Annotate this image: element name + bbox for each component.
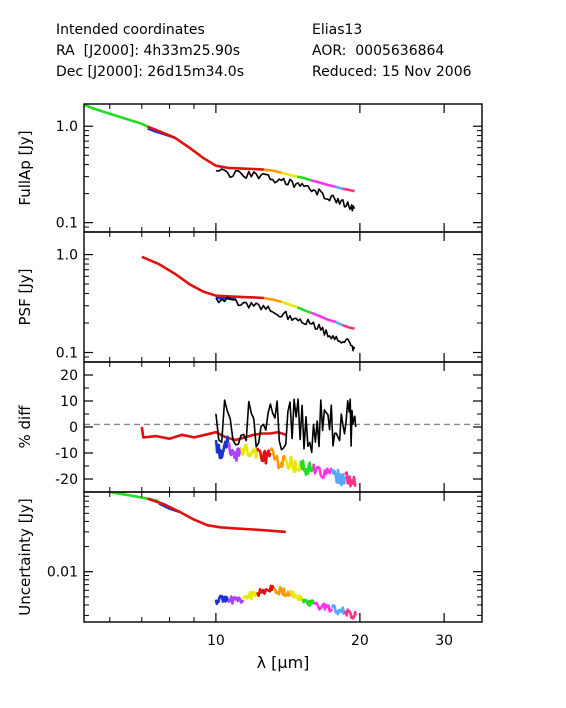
series-black-12: [215, 398, 357, 454]
series-pink-8: [342, 323, 355, 330]
series-magenta-6: [310, 311, 337, 324]
series-orange-4: [263, 168, 282, 174]
series-yellow-4: [280, 300, 298, 309]
y-axis-label: % diff: [16, 405, 34, 449]
y-tick-label: -10: [55, 446, 78, 462]
x-tick-label: 20: [351, 633, 369, 649]
series-green-1: [84, 104, 149, 128]
x-tick-label: 10: [207, 633, 225, 649]
series-yellow-5: [280, 171, 298, 178]
y-tick-label: 0.1: [56, 216, 78, 232]
y-tick-label: 1.0: [56, 119, 78, 135]
series-green-8: [299, 459, 315, 477]
header-block: Intended coordinates RA [J2000]: 4h33m25…: [0, 0, 566, 90]
header-left-line2: RA [J2000]: 4h33m25.90s: [56, 43, 241, 59]
y-tick-label: 0: [69, 420, 78, 436]
header-right-line1: Elias13: [312, 22, 363, 38]
y-axis-label: FullAp [Jy]: [16, 130, 34, 205]
panel-frame: [83, 103, 483, 233]
series-pink-13: [343, 608, 357, 620]
panel-1: 1.0 0.1 FullAp [Jy]: [16, 103, 483, 233]
series-green-5: [296, 306, 312, 314]
y-tick-label: 10: [60, 394, 78, 410]
y-tick-label: -20: [55, 472, 78, 488]
series-cyan-8: [335, 185, 343, 190]
series-orange-6: [269, 447, 287, 470]
series-magenta-9: [312, 463, 334, 479]
y-tick-label: 20: [60, 368, 78, 384]
series-yellow-6: [241, 590, 258, 601]
y-axis-label: PSF [Jy]: [16, 269, 34, 326]
panel-frame: [83, 231, 483, 363]
panel-3: 20 10 0 -10 -20 % diff: [16, 361, 483, 493]
x-tick-label: 30: [435, 633, 453, 649]
series-cyan-7: [335, 320, 344, 327]
panel-2: 1.0 0.1 PSF [Jy]: [16, 231, 483, 363]
series-red-1: [141, 255, 264, 300]
series-pink-9: [342, 187, 355, 193]
y-tick-label: 0.1: [56, 346, 78, 362]
series-orange-8: [272, 585, 292, 598]
series-cyan-12: [330, 603, 346, 616]
panel-frame: [83, 491, 483, 623]
header-left-line1: Intended coordinates: [56, 22, 205, 38]
series-red-1: [140, 426, 287, 442]
panel-frame: [83, 361, 483, 493]
y-tick-label: 1.0: [56, 248, 78, 264]
series-cyan-10: [330, 468, 347, 487]
series-pink-11: [343, 471, 357, 488]
series-blue-2: [214, 435, 230, 460]
series-green-6: [297, 175, 312, 182]
header-right-line3: Reduced: 15 Nov 2006: [312, 64, 472, 80]
series-yellow-7: [284, 455, 302, 474]
series-red-3: [147, 497, 286, 534]
series-blue-4: [214, 594, 230, 606]
series-yellow-9: [289, 589, 304, 602]
series-red-7: [256, 584, 275, 598]
panel-4: 0.01 Uncertainty [Jy]: [16, 491, 483, 623]
y-axis-label: Uncertainty [Jy]: [16, 498, 34, 615]
series-black-10: [215, 168, 356, 212]
series-black-9: [215, 296, 356, 352]
series-red-5: [256, 447, 272, 465]
series-magenta-11: [313, 601, 334, 613]
series-yellow-4: [240, 443, 259, 460]
y-tick-label: 0.01: [47, 565, 78, 581]
header-right-line2: AOR: 0005636864: [312, 43, 445, 59]
x-axis-label: λ [μm]: [257, 653, 310, 672]
series-purple-3: [226, 442, 243, 463]
series-blue-2: [215, 296, 236, 301]
series-purple-5: [227, 595, 245, 605]
series-orange-3: [263, 296, 282, 303]
series-magenta-7: [310, 179, 337, 189]
series-red-3: [147, 125, 264, 171]
header-left-line3: Dec [J2000]: 26d15m34.0s: [56, 64, 245, 80]
series-green-10: [301, 598, 315, 608]
